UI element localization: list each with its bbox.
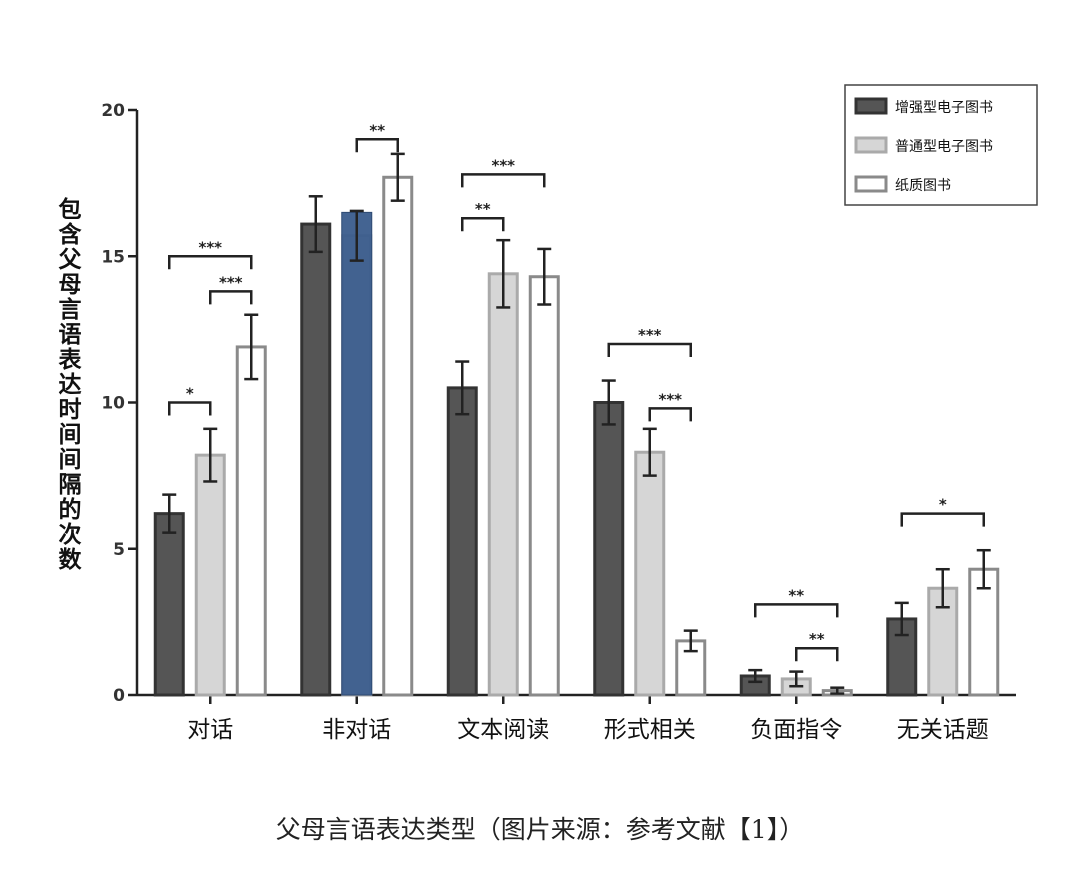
category-label: 文本阅读: [457, 717, 549, 743]
y-tick-label: 5: [113, 540, 125, 560]
bar: [528, 275, 560, 697]
legend-swatch: [854, 136, 888, 154]
significance-label: ***: [638, 326, 662, 344]
bar: [300, 222, 332, 697]
bar: [593, 401, 625, 697]
significance-label: ***: [491, 156, 515, 174]
highlighted-bar: [341, 211, 373, 696]
bar: [194, 453, 226, 697]
significance-bracket: [607, 342, 692, 357]
y-tick-label: 20: [101, 101, 125, 121]
significance-label: ***: [658, 390, 682, 408]
significance-label: *: [186, 385, 194, 403]
legend-swatch: [854, 175, 888, 193]
significance-label: **: [809, 630, 825, 648]
significance-label: **: [788, 586, 804, 604]
bar: [968, 567, 1000, 697]
bar: [487, 272, 519, 697]
x-axis-caption: 父母言语表达类型（图片来源：参考文献【1】）: [275, 815, 805, 844]
category-label: 无关话题: [897, 717, 989, 743]
category-label: 对话: [187, 717, 233, 743]
bar: [153, 512, 185, 697]
y-axis-label: 包含父母言语表达时间间隔的次数: [58, 197, 82, 573]
legend-label: 纸质图书: [895, 178, 951, 194]
significance-label: ***: [219, 273, 243, 291]
significance-bracket: [754, 603, 839, 618]
legend-label: 普通型电子图书: [895, 139, 993, 155]
significance-bracket: [168, 255, 253, 270]
significance-label: *: [939, 496, 947, 514]
significance-bracket: [209, 290, 253, 305]
category-label: 负面指令: [750, 717, 842, 743]
bar: [235, 345, 267, 697]
bar: [634, 450, 666, 697]
significance-label: **: [475, 200, 491, 218]
significance-bracket: [461, 173, 546, 188]
y-tick-label: 15: [101, 247, 125, 267]
significance-bracket: [900, 512, 985, 527]
category-label: 非对话: [322, 717, 391, 743]
bar: [382, 175, 414, 697]
significance-bracket: [168, 401, 212, 416]
y-tick-label: 10: [101, 394, 125, 414]
significance-bracket: [795, 646, 839, 662]
significance-bracket: [648, 407, 692, 422]
significance-bracket: [355, 138, 399, 153]
bar: [446, 386, 478, 697]
legend-label: 增强型电子图书: [895, 100, 993, 116]
y-tick-label: 0: [113, 686, 125, 706]
significance-label: ***: [198, 238, 222, 256]
category-label: 形式相关: [604, 717, 696, 743]
significance-label: **: [369, 121, 385, 139]
legend-swatch: [854, 97, 888, 115]
significance-bracket: [461, 216, 505, 232]
